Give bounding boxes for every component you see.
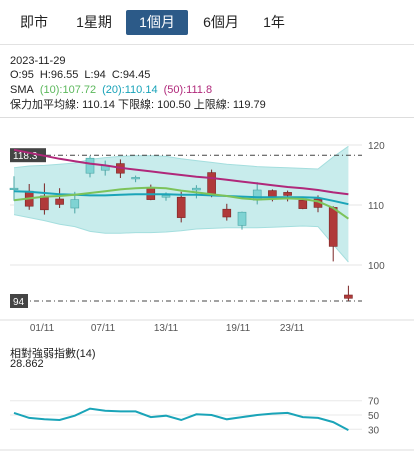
price-x-tick-label: 01/11 bbox=[30, 323, 55, 334]
candle-body bbox=[70, 199, 80, 209]
price-y-tick-label: 100 bbox=[368, 261, 385, 272]
candle-body bbox=[85, 157, 95, 174]
sma-label: SMA bbox=[10, 84, 34, 96]
candle bbox=[55, 188, 64, 208]
candle-body bbox=[55, 198, 64, 205]
candle bbox=[176, 191, 186, 223]
date-label: 2023-11-29 bbox=[10, 55, 66, 67]
price-x-tick-label: 19/11 bbox=[226, 323, 251, 334]
close-value: C:94.45 bbox=[111, 69, 151, 81]
rsi-line bbox=[13, 407, 349, 431]
sma-row: SMA (10):107.72 (20):110.14 (50):111.8 bbox=[10, 84, 218, 97]
tab-1-week[interactable]: 1星期 bbox=[76, 14, 112, 30]
marker-low-badge bbox=[10, 294, 28, 308]
rsi-title: 相對強弱指數(14) bbox=[10, 345, 96, 361]
sma10-value: (10):107.72 bbox=[39, 84, 97, 96]
price-x-tick-label: 07/11 bbox=[91, 323, 116, 334]
candle bbox=[283, 190, 292, 202]
rsi-title-text: 相對強弱指數 bbox=[10, 348, 76, 360]
candle-body bbox=[9, 187, 19, 190]
tabs-divider bbox=[0, 44, 414, 45]
price-x-tick-label: 23/11 bbox=[280, 323, 305, 334]
candle-body bbox=[131, 177, 140, 180]
candle-body bbox=[283, 192, 292, 196]
tab-1-year[interactable]: 1年 bbox=[263, 14, 285, 30]
timeframe-tabs: 即市 1星期 1個月 6個月 1年 bbox=[0, 0, 414, 44]
price-chart: 118.3 94 120 110 100 01/11 07/11 13/11 19/11 23… bbox=[0, 117, 414, 334]
bollinger-lower-line bbox=[13, 214, 349, 263]
candle bbox=[85, 155, 95, 178]
marker-low-label: 94 bbox=[13, 297, 25, 308]
candle-body bbox=[192, 187, 201, 191]
tab-realtime[interactable]: 即市 bbox=[20, 14, 48, 30]
tab-1-month[interactable]: 1個月 bbox=[126, 10, 188, 35]
candle bbox=[344, 285, 353, 301]
sma10-line bbox=[13, 186, 349, 220]
rsi-current-value: 28.862 bbox=[10, 358, 44, 370]
candle bbox=[9, 176, 19, 201]
candle-body bbox=[268, 190, 277, 197]
sma20-value: (20):110.14 bbox=[102, 84, 158, 96]
rsi-y-tick-label: 70 bbox=[368, 397, 380, 408]
candle-body bbox=[237, 211, 247, 226]
candle-body bbox=[328, 207, 338, 247]
candle-body bbox=[40, 195, 49, 211]
bollinger-upper-line bbox=[13, 145, 349, 170]
rsi-y-tick-label: 50 bbox=[368, 411, 380, 422]
tab-6-months[interactable]: 6個月 bbox=[203, 14, 239, 30]
rsi-period: (14) bbox=[76, 348, 96, 360]
price-x-tick-label: 13/11 bbox=[154, 323, 179, 334]
candle bbox=[222, 203, 232, 221]
price-y-tick-label: 120 bbox=[368, 141, 385, 152]
open-value: O:95 bbox=[10, 69, 34, 81]
price-y-tick-label: 110 bbox=[368, 201, 384, 212]
candle bbox=[328, 206, 338, 262]
sma50-value: (50):111.8 bbox=[163, 84, 213, 96]
candle bbox=[131, 175, 140, 183]
marker-high-label: 118.3 bbox=[13, 151, 38, 162]
candle-body bbox=[298, 199, 308, 209]
rsi-y-tick-label: 30 bbox=[368, 425, 380, 436]
candle bbox=[237, 211, 247, 230]
candle-body bbox=[207, 172, 216, 195]
candle-body bbox=[344, 294, 353, 299]
bollinger-row: 保力加平均線: 110.14 下限線: 100.50 上限線: 119.79 bbox=[10, 99, 266, 111]
low-value: L:94 bbox=[84, 69, 106, 81]
candle-body bbox=[222, 208, 232, 218]
high-value: H:96.55 bbox=[39, 69, 79, 81]
sma50-line bbox=[13, 148, 349, 196]
candle-body bbox=[176, 196, 186, 218]
candle-body bbox=[161, 195, 171, 198]
ohlc-row: O:95 H:96.55 L:94 C:94.45 bbox=[10, 69, 156, 82]
